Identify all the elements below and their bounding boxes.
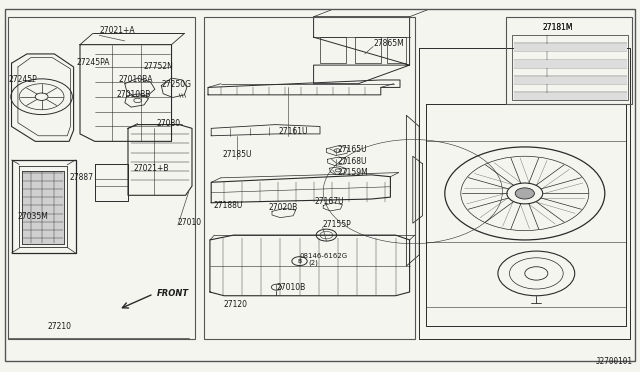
Text: 27010BA: 27010BA <box>118 75 153 84</box>
Bar <box>8 17 195 339</box>
Text: 08146-6162G: 08146-6162G <box>300 253 348 259</box>
Text: FRONT: FRONT <box>157 289 189 298</box>
Text: 27188U: 27188U <box>213 201 243 210</box>
Text: 27010BB: 27010BB <box>116 90 151 99</box>
Text: 27865M: 27865M <box>373 39 404 48</box>
Text: 27035M: 27035M <box>18 212 49 221</box>
Bar <box>514 60 627 68</box>
Text: 27245P: 27245P <box>8 75 37 84</box>
Bar <box>512 35 628 100</box>
Text: 27021+B: 27021+B <box>133 164 168 173</box>
Text: J2700101: J2700101 <box>595 357 632 366</box>
Bar <box>514 93 627 100</box>
Bar <box>506 17 632 104</box>
Bar <box>204 17 415 339</box>
Text: B: B <box>298 259 301 264</box>
Text: 27155P: 27155P <box>323 220 351 229</box>
Bar <box>514 77 627 84</box>
Text: 27120: 27120 <box>224 300 248 309</box>
Text: 27210: 27210 <box>48 322 72 331</box>
Text: 27010B: 27010B <box>276 283 306 292</box>
Text: (2): (2) <box>308 260 318 266</box>
Bar <box>355 37 381 63</box>
Text: 27250G: 27250G <box>161 80 191 89</box>
Text: 27181M: 27181M <box>543 23 573 32</box>
Bar <box>22 171 64 244</box>
Text: 27168U: 27168U <box>337 157 367 166</box>
Bar <box>514 44 627 51</box>
Text: 27181M: 27181M <box>543 23 573 32</box>
Bar <box>320 37 346 63</box>
Text: 27020B: 27020B <box>269 203 298 212</box>
Circle shape <box>515 188 534 199</box>
Text: 27245PA: 27245PA <box>77 58 110 67</box>
Text: 27010: 27010 <box>178 218 202 227</box>
Bar <box>387 37 406 63</box>
Text: 27021+A: 27021+A <box>99 26 135 35</box>
Text: 27165U: 27165U <box>337 145 367 154</box>
Text: 27752N: 27752N <box>144 62 174 71</box>
Text: 27185U: 27185U <box>223 150 252 159</box>
Text: 27159M: 27159M <box>337 168 368 177</box>
Text: 27887: 27887 <box>69 173 93 182</box>
Text: 27167U: 27167U <box>315 198 344 206</box>
Text: 27161U: 27161U <box>278 127 308 136</box>
Text: 27080: 27080 <box>156 119 180 128</box>
